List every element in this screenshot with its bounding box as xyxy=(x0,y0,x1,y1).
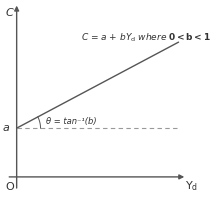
Text: θ = tan⁻¹(b): θ = tan⁻¹(b) xyxy=(46,117,96,126)
Text: C = a + bY$_\mathrm{d}$ where $\mathbf{0 < b < 1}$: C = a + bY$_\mathrm{d}$ where $\mathbf{0… xyxy=(81,31,211,44)
Text: a: a xyxy=(3,123,10,133)
Text: C: C xyxy=(6,8,14,18)
Text: $\mathrm{Y_d}$: $\mathrm{Y_d}$ xyxy=(185,180,198,193)
Text: O: O xyxy=(5,182,14,192)
